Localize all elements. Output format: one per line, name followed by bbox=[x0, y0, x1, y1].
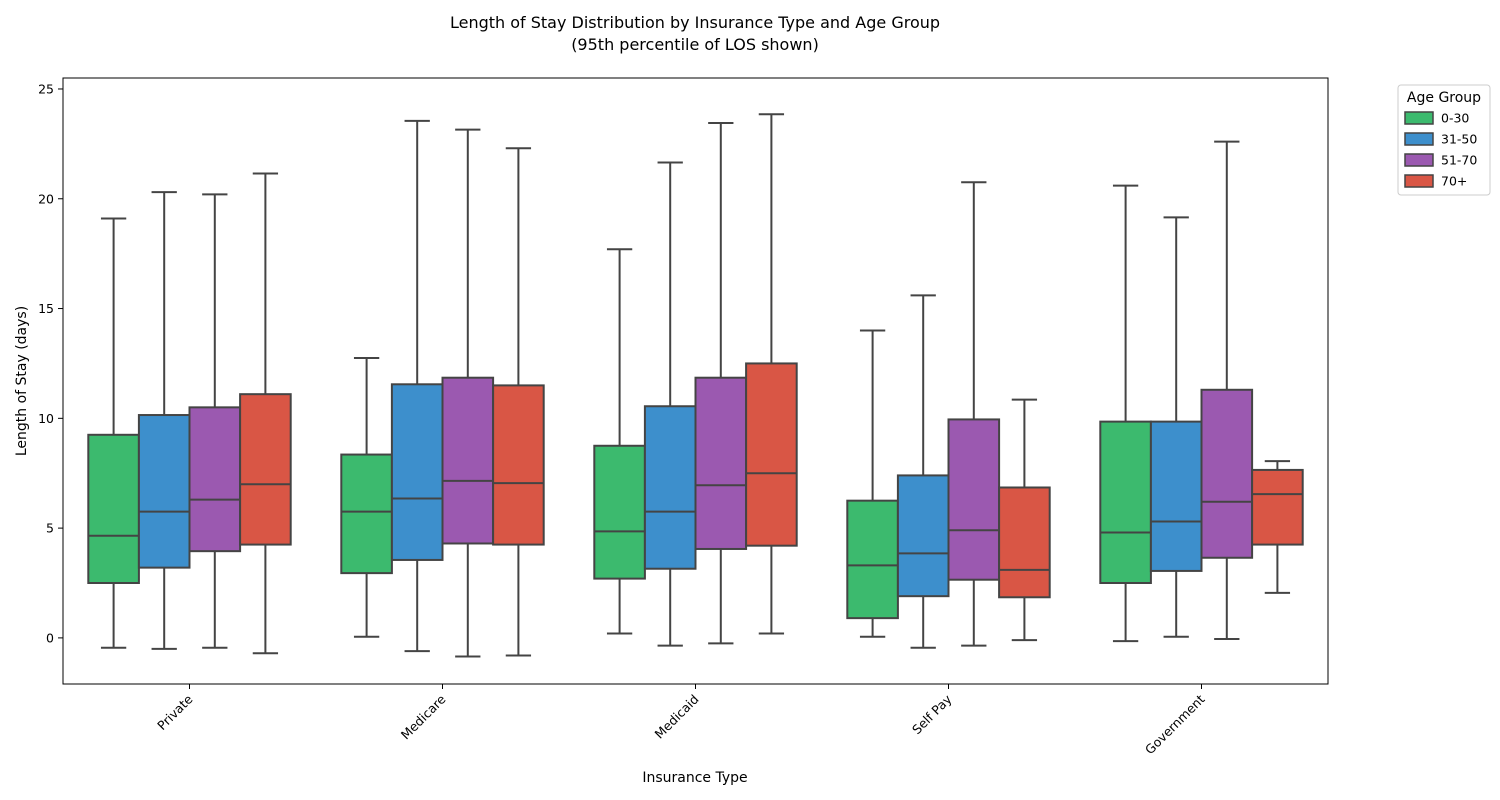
y-tick-label: 25 bbox=[38, 81, 54, 96]
box-iqr bbox=[947, 418, 1001, 581]
box-plot bbox=[188, 193, 242, 649]
chart-title-line1: Length of Stay Distribution by Insurance… bbox=[450, 13, 940, 32]
box-plot bbox=[694, 122, 748, 645]
box-iqr bbox=[846, 499, 899, 620]
box-iqr bbox=[896, 474, 950, 598]
box-iqr bbox=[137, 414, 191, 569]
box-plot bbox=[593, 248, 646, 635]
box-plot bbox=[492, 147, 545, 657]
y-tick-label: 0 bbox=[46, 630, 54, 645]
box-iqr bbox=[340, 453, 393, 575]
chart-subtitle: (95th percentile of LOS shown) bbox=[571, 35, 819, 54]
legend-label: 51-70 bbox=[1441, 153, 1477, 168]
legend-swatch bbox=[1404, 153, 1434, 167]
x-tick-label: Medicare bbox=[398, 691, 449, 742]
legend-swatch bbox=[1404, 132, 1434, 146]
x-axis-label: Insurance Type bbox=[642, 770, 747, 786]
box-plot bbox=[340, 356, 393, 638]
y-tick-label: 15 bbox=[38, 301, 54, 316]
y-tick-label: 5 bbox=[46, 521, 54, 536]
box-iqr bbox=[694, 376, 748, 550]
chart-title: Length of Stay Distribution by Insurance… bbox=[450, 13, 940, 54]
box-plot bbox=[998, 398, 1051, 642]
legend-title: Age Group bbox=[1407, 90, 1481, 106]
box-iqr bbox=[593, 444, 646, 580]
legend-label: 70+ bbox=[1441, 174, 1467, 189]
box-plot bbox=[1099, 184, 1152, 643]
y-tick-label: 10 bbox=[38, 411, 54, 426]
legend-label: 31-50 bbox=[1441, 132, 1477, 147]
legend-label: 0-30 bbox=[1441, 111, 1469, 126]
box-plot bbox=[643, 161, 697, 647]
box-iqr bbox=[643, 405, 697, 570]
y-axis: 0 5 10 15 20 25 bbox=[38, 81, 63, 645]
box-iqr bbox=[998, 486, 1051, 599]
box-iqr bbox=[745, 362, 798, 547]
box-plot bbox=[846, 329, 899, 638]
box-series bbox=[188, 122, 1254, 658]
x-tick-label: Government bbox=[1142, 691, 1208, 757]
box-iqr bbox=[441, 376, 495, 545]
x-tick-label: Private bbox=[154, 691, 196, 733]
box-plot bbox=[1149, 216, 1203, 638]
x-tick-label: Medicaid bbox=[652, 692, 702, 742]
box-plot bbox=[1251, 460, 1304, 594]
box-series-group bbox=[87, 113, 1304, 658]
box-series bbox=[87, 184, 1152, 649]
box-plot bbox=[947, 181, 1001, 647]
box-plot bbox=[390, 119, 444, 653]
box-plot bbox=[1200, 140, 1254, 640]
box-plot bbox=[87, 217, 140, 649]
box-iqr bbox=[492, 384, 545, 546]
box-plot bbox=[239, 172, 292, 655]
box-plot bbox=[137, 191, 191, 650]
box-iqr bbox=[1149, 420, 1203, 572]
box-plot bbox=[745, 113, 798, 635]
box-iqr bbox=[1251, 468, 1304, 546]
box-iqr bbox=[188, 406, 242, 553]
x-tick-label: Self Pay bbox=[909, 691, 955, 737]
box-series bbox=[239, 113, 1304, 657]
box-iqr bbox=[87, 433, 140, 585]
box-iqr bbox=[390, 383, 444, 561]
box-iqr bbox=[1099, 420, 1152, 584]
legend-swatch bbox=[1404, 111, 1434, 125]
legend-swatch bbox=[1404, 174, 1434, 188]
x-axis: Private Medicare Medicaid Self Pay Governmen… bbox=[154, 684, 1208, 757]
box-iqr bbox=[1200, 388, 1254, 559]
y-tick-label: 20 bbox=[38, 191, 54, 206]
box-plot bbox=[441, 128, 495, 658]
box-series bbox=[137, 119, 1203, 653]
box-iqr bbox=[239, 393, 292, 546]
y-axis-label: Length of Stay (days) bbox=[14, 306, 30, 456]
box-plot bbox=[896, 294, 950, 649]
legend: Age Group 0-30 31-50 51-70 70+ bbox=[1397, 84, 1491, 196]
